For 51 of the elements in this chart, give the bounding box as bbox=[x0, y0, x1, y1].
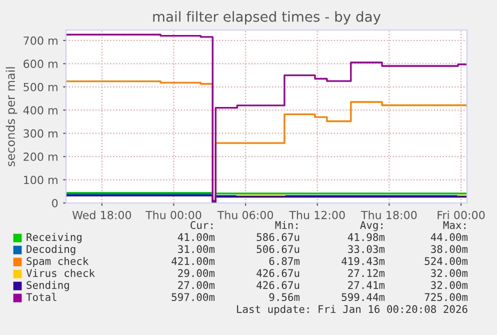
y-tick-label: 100 m bbox=[24, 176, 58, 184]
text: 6.87m bbox=[269, 257, 300, 266]
text: 586.67u bbox=[256, 233, 300, 242]
text: Last update: Fri Jan 16 00:20:08 2026 bbox=[237, 304, 468, 316]
x-tick-label: Fri 00:00 bbox=[438, 210, 485, 220]
text: 426.67u bbox=[256, 269, 300, 278]
text: 9.56m bbox=[269, 293, 300, 302]
text: Min: bbox=[275, 220, 298, 229]
text: 421.00m bbox=[172, 257, 215, 266]
y-tick-label: 0 bbox=[52, 198, 58, 208]
text: 41.98m bbox=[348, 233, 385, 242]
text: 27.41m bbox=[348, 281, 385, 289]
x-tick-label: Thu 12:00 bbox=[289, 210, 345, 220]
y-tick-label: 400 m bbox=[23, 106, 58, 114]
text: Avg: bbox=[360, 221, 382, 232]
y-tick-label: 700 m bbox=[24, 36, 58, 45]
text: 32.00m bbox=[431, 269, 468, 278]
x-tick-label: Wed 18:00 bbox=[72, 210, 132, 220]
legend-label: Total bbox=[26, 292, 56, 302]
chart-title: mail filter elapsed times - by day bbox=[153, 11, 381, 25]
text: 426.67u bbox=[256, 281, 300, 290]
y-tick-label: 600 m bbox=[24, 60, 58, 68]
legend-label: Spam check bbox=[26, 256, 89, 268]
text: Max: bbox=[443, 221, 466, 230]
text: 524.00m bbox=[424, 257, 468, 266]
text: 27.00m bbox=[178, 281, 215, 290]
x-tick-label: Thu 18:00 bbox=[360, 210, 417, 220]
text: 597.00m bbox=[172, 293, 215, 302]
text: 31.00m bbox=[178, 245, 215, 254]
text: 27.12m bbox=[348, 269, 385, 277]
y-tick-label: 500 m bbox=[24, 82, 58, 92]
text: 506.67u bbox=[256, 245, 300, 254]
text: 32.00m bbox=[431, 281, 468, 290]
legend-label: Receiving bbox=[26, 232, 82, 244]
legend-label: Sending bbox=[26, 280, 69, 292]
x-tick-label: Thu 00:00 bbox=[145, 210, 202, 220]
text: Cur: bbox=[190, 221, 212, 230]
text: 599.44m bbox=[342, 293, 385, 302]
text: 41.00m bbox=[178, 233, 215, 242]
text: 38.00m bbox=[431, 245, 468, 254]
legend-label: Decoding bbox=[26, 244, 76, 256]
text: 44.00m bbox=[430, 233, 468, 242]
y-axis-title: seconds per mail bbox=[6, 67, 18, 166]
text: 419.43m bbox=[342, 257, 385, 266]
y-tick-label: 300 m bbox=[24, 129, 58, 138]
x-tick-label: Thu 06:00 bbox=[217, 210, 274, 220]
y-tick-label: 200 m bbox=[24, 152, 58, 161]
legend-label: Virus check bbox=[26, 268, 95, 278]
text: 33.03m bbox=[348, 245, 385, 254]
text: 29.00m bbox=[178, 269, 215, 278]
text: 725.00m bbox=[424, 293, 468, 302]
